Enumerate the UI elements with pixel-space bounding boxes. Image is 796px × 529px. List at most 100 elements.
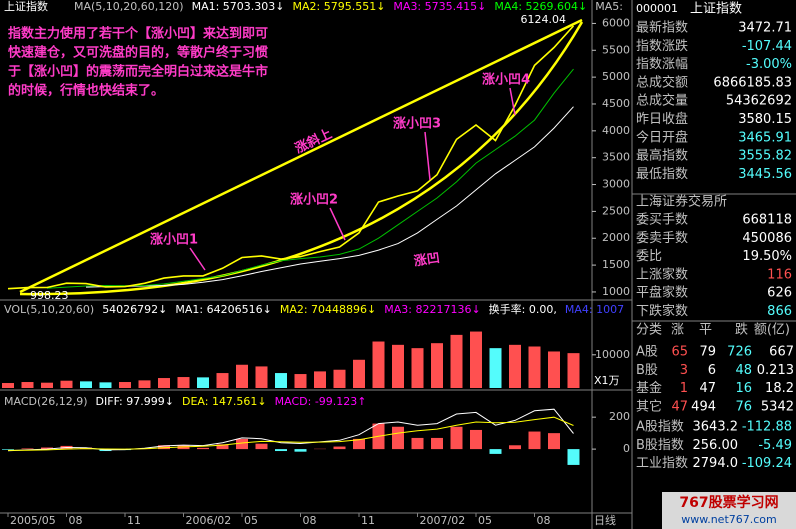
index-change: -112.88 <box>742 420 792 435</box>
macd-bar <box>489 449 502 454</box>
chart-title: 上证指数 <box>4 0 48 13</box>
annotation: 涨小凹2 <box>289 193 338 208</box>
volume-bar <box>411 348 424 388</box>
quote-value: 3580.15 <box>738 112 792 127</box>
legend-text: DIFF: 97.999↓ <box>96 395 174 408</box>
quote-value: 116 <box>767 267 792 282</box>
volume-bar <box>99 382 112 388</box>
quote-label: 总成交量 <box>636 93 688 109</box>
table-header: 跌 <box>735 322 748 338</box>
volume-bar <box>431 343 443 388</box>
quote-value: 6866185.83 <box>713 75 792 90</box>
table-cell: 65 <box>671 345 688 360</box>
table-cell: 48 <box>735 363 752 378</box>
quote-label: 总成交额 <box>636 74 688 90</box>
quote-value: 3555.82 <box>738 149 792 164</box>
series-line <box>7 416 574 451</box>
table-cell: B股 <box>636 363 658 378</box>
macd-bar <box>450 426 463 450</box>
x-tick-label: 2005/05 <box>10 514 56 527</box>
macd-bar <box>2 449 14 450</box>
macd-bar <box>528 431 541 450</box>
y-tick-label: 3000 <box>602 178 630 191</box>
note-line: 的时候，行情也快结束了。 <box>8 83 164 99</box>
annotation-arrow <box>189 247 206 271</box>
volume-bar <box>528 346 541 388</box>
low-label: 998.23 <box>30 289 69 302</box>
legend-text: MA(5,10,20,60,120) <box>74 0 184 13</box>
x-tick-label: 05 <box>244 514 258 527</box>
quote-label: 今日开盘 <box>636 129 688 145</box>
x-tick-label: 08 <box>537 514 551 527</box>
volume-bar <box>372 341 385 388</box>
annotation: 涨凹 <box>412 251 441 270</box>
volume-bar <box>450 334 463 388</box>
quote-value: 626 <box>767 286 792 301</box>
legend-text: MACD: -99.123↑ <box>275 395 367 408</box>
quote-value: 3445.56 <box>738 167 792 182</box>
legend-text: MA2: 5795.551↓ <box>293 0 386 13</box>
legend-text: MA4: 1007 <box>565 303 624 316</box>
table-cell: 1 <box>680 381 688 396</box>
macd-bar <box>353 438 365 450</box>
y-tick-label: 5500 <box>602 43 630 56</box>
watermark: 767股票学习网 www.net767.com <box>662 492 796 529</box>
y-tick-label: 1000 <box>602 285 630 298</box>
stock-code: 000001 <box>636 2 678 15</box>
quote-label: 委买手数 <box>636 213 688 228</box>
quote-value: 668118 <box>742 213 792 228</box>
volume-bar <box>314 371 326 388</box>
quote-value: 54362692 <box>726 94 792 109</box>
volume-bar <box>275 373 287 388</box>
legend-text: MA3: 5735.415↓ <box>393 0 486 13</box>
legend-text: MA1: 64206516↓ <box>175 303 271 316</box>
macd-bar <box>548 433 560 450</box>
y-tick-label: 2000 <box>602 231 630 244</box>
volume-bar <box>21 382 34 388</box>
index-value: 3643.2 <box>693 420 739 435</box>
index-change: -109.24 <box>742 456 792 471</box>
volume-bar <box>41 382 53 388</box>
macd-bar <box>470 429 482 450</box>
volume-bar <box>333 369 346 388</box>
high-label: 6124.04 <box>521 13 567 26</box>
volume-bar <box>80 381 92 388</box>
quote-value: 3472.71 <box>738 21 792 36</box>
macd-bar <box>509 445 521 450</box>
volume-bar <box>470 331 482 388</box>
volume-bar <box>255 366 268 388</box>
quote-value: 19.50% <box>742 249 792 264</box>
volume-bar <box>158 378 170 388</box>
y-tick-label: 10000 <box>595 348 630 361</box>
quote-value: 450086 <box>742 231 792 246</box>
legend-text: VOL(5,10,20,60) <box>4 303 94 316</box>
table-cell: 76 <box>735 399 752 414</box>
annotation: 涨小凹1 <box>149 233 198 248</box>
annotation-arrow <box>329 207 346 241</box>
quote-value: 866 <box>767 304 792 319</box>
y-tick-label: 4000 <box>602 124 630 137</box>
macd-panel: MACD(26,12,9) DIFF: 97.999↓ DEA: 147.561↓ M… <box>2 395 630 465</box>
index-change: -5.49 <box>758 438 792 453</box>
volume-bar <box>119 382 131 388</box>
volume-bar <box>353 359 365 388</box>
unit-label: X1万 <box>594 374 620 387</box>
macd-bar <box>411 437 424 450</box>
quote-label: 下跌家数 <box>636 303 688 319</box>
volume-bar <box>548 351 560 388</box>
quote-label: 指数涨跌 <box>636 38 688 54</box>
macd-bar <box>431 437 443 450</box>
annotation: 涨小凹3 <box>392 117 441 132</box>
table-header: 涨 <box>671 323 684 338</box>
table-cell: 6 <box>708 363 716 378</box>
exchange-name: 上海证券交易所 <box>636 194 727 210</box>
watermark-url: www.net767.com <box>681 513 777 526</box>
y-tick-label: 3500 <box>602 151 630 164</box>
x-tick-label: 11 <box>361 514 375 527</box>
table-cell: 0.213 <box>757 363 794 378</box>
y-tick-label: 1500 <box>602 258 630 271</box>
y-tick-label: 200 <box>609 410 630 423</box>
volume-bar <box>2 383 14 388</box>
